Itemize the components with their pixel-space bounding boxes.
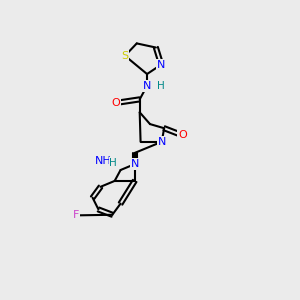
Text: N: N — [157, 60, 165, 70]
Text: S: S — [122, 51, 128, 61]
Text: O: O — [178, 130, 187, 140]
Text: N: N — [158, 137, 166, 147]
Text: NH: NH — [95, 156, 112, 166]
Text: N: N — [130, 159, 139, 169]
Text: N: N — [143, 81, 151, 91]
Text: H: H — [110, 158, 117, 168]
Text: F: F — [73, 210, 80, 220]
Text: H: H — [157, 81, 165, 91]
Text: O: O — [112, 98, 121, 108]
